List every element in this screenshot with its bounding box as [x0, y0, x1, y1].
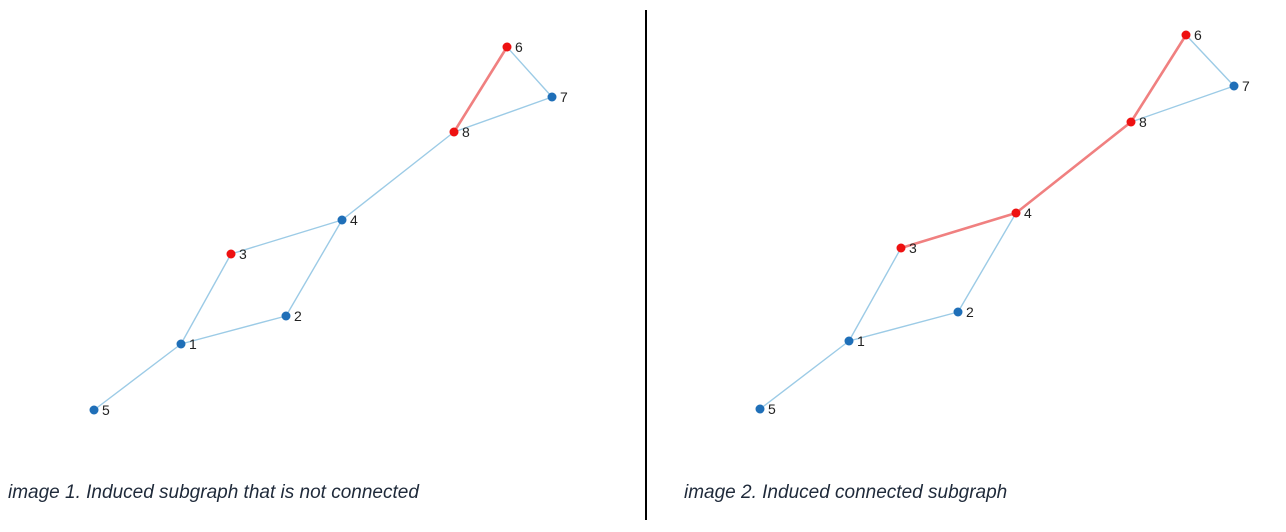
- node-label-1: 1: [189, 336, 197, 352]
- node-6-highlighted: [502, 42, 512, 52]
- node-4: [337, 215, 347, 225]
- edge-2-4: [957, 212, 1017, 313]
- node-label-6: 6: [515, 39, 523, 55]
- caption-2: image 2. Induced connected subgraph: [684, 482, 1008, 503]
- edge-1-5: [759, 340, 850, 410]
- edge-1-5: [93, 343, 182, 411]
- node-6-highlighted: [1181, 30, 1191, 40]
- edge-4-8-highlighted: [1015, 120, 1132, 215]
- edge-3-4-highlighted: [900, 211, 1017, 250]
- graph-panel-1: 1 2 3 4 5 6 7 8 image 1. Induced subgraph that …: [8, 39, 568, 503]
- node-3-highlighted: [896, 243, 906, 253]
- node-label-8: 8: [1139, 114, 1147, 130]
- edge-6-7: [1185, 34, 1235, 87]
- node-5: [755, 404, 765, 414]
- edge-6-7: [506, 46, 553, 98]
- node-label-4: 4: [1024, 205, 1032, 221]
- node-7: [547, 92, 557, 102]
- edge-8-7: [453, 96, 553, 133]
- edge-8-6-highlighted: [1129, 34, 1188, 123]
- edge-1-2: [848, 311, 959, 342]
- edge-1-3: [848, 247, 902, 342]
- panel-divider: [645, 10, 647, 520]
- node-2: [953, 307, 963, 317]
- node-label-3: 3: [239, 246, 247, 262]
- edge-1-2: [180, 315, 287, 345]
- edge-8-7: [1130, 85, 1235, 123]
- node-3-highlighted: [226, 249, 236, 259]
- graph-diagram-1: 1 2 3 4 5 6 7 8: [89, 39, 568, 418]
- node-label-5: 5: [768, 401, 776, 417]
- node-5: [89, 405, 99, 415]
- node-label-2: 2: [966, 304, 974, 320]
- node-label-7: 7: [560, 89, 568, 105]
- node-label-6: 6: [1194, 27, 1202, 43]
- node-8-highlighted: [1126, 117, 1136, 127]
- edge-1-3: [180, 253, 232, 345]
- node-1: [844, 336, 854, 346]
- edge-3-4: [230, 219, 343, 255]
- node-label-1: 1: [857, 333, 865, 349]
- node-1: [176, 339, 186, 349]
- node-label-5: 5: [102, 402, 110, 418]
- graph-diagram-2: 1 2 3 4 5 6 7 8: [755, 27, 1250, 417]
- node-label-8: 8: [462, 124, 470, 140]
- edge-8-6-highlighted: [452, 46, 509, 133]
- edge-2-4: [285, 219, 343, 317]
- node-2: [281, 311, 291, 321]
- caption-1: image 1. Induced subgraph that is not co…: [8, 482, 419, 503]
- graph-panel-2: 1 2 3 4 5 6 7 8 image 2. Induced connected subg…: [650, 0, 1286, 532]
- node-4-highlighted: [1011, 208, 1021, 218]
- node-label-7: 7: [1242, 78, 1250, 94]
- node-label-3: 3: [909, 240, 917, 256]
- node-label-2: 2: [294, 308, 302, 324]
- node-label-4: 4: [350, 212, 358, 228]
- node-8-highlighted: [449, 127, 459, 137]
- node-7: [1229, 81, 1239, 91]
- edge-4-8: [341, 131, 455, 221]
